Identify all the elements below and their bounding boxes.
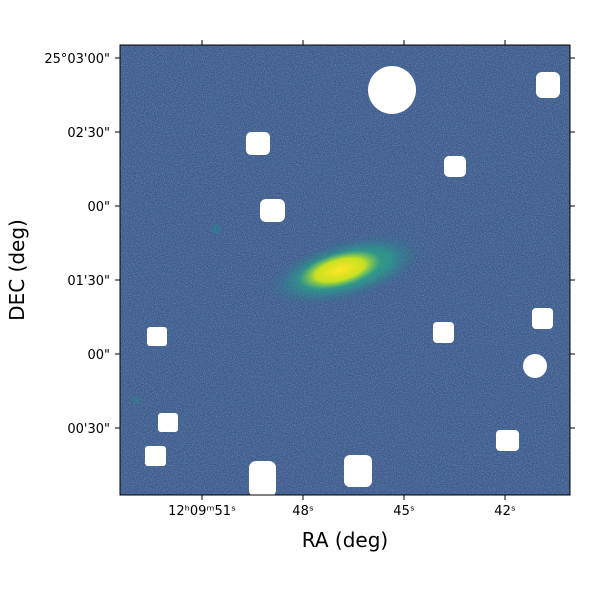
x-tick-label: 12ʰ09ᵐ51ˢ	[168, 504, 236, 519]
y-tick-label: 01'30"	[67, 274, 110, 289]
y-tick-label: 00'30"	[67, 422, 110, 437]
y-tick-label: 25°03'00"	[44, 52, 110, 67]
y-tick-label: 00"	[87, 200, 110, 215]
axes-frame	[119, 44, 571, 496]
sky-image	[120, 45, 570, 495]
x-tick-label: 42ˢ	[494, 504, 516, 519]
y-tick-label: 00"	[87, 348, 110, 363]
x-tick-label: 48ˢ	[292, 504, 314, 519]
x-axis-label: RA (deg)	[302, 528, 388, 552]
y-axis-label: DEC (deg)	[5, 219, 29, 321]
y-tick-label: 02'30"	[67, 126, 110, 141]
x-tick-label: 45ˢ	[393, 504, 415, 519]
